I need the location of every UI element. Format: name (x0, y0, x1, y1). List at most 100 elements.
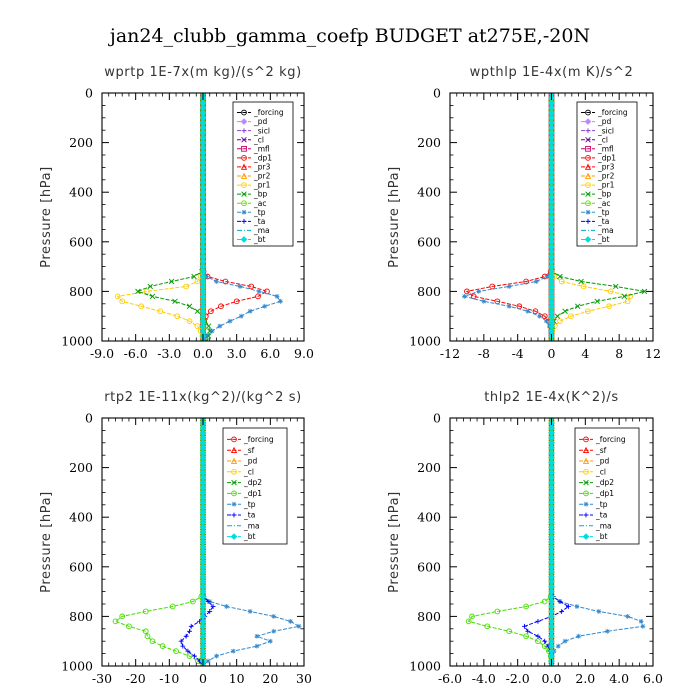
x-tick-label: -2.0 (506, 671, 530, 686)
data-point-dp1 (119, 613, 126, 620)
data-point-dp1 (112, 618, 119, 625)
data-point-bp (205, 323, 212, 329)
data-point-bp (613, 283, 619, 290)
legend-item-dp1: _dp1 (237, 153, 272, 162)
legend-box (222, 427, 288, 545)
data-point-pr1 (624, 298, 631, 305)
data-point-dp1 (484, 623, 491, 630)
data-point-tp (262, 303, 268, 309)
data-point-tp (230, 648, 236, 654)
series-group (114, 93, 283, 341)
data-point-tp (481, 298, 487, 304)
legend-label: _cl (253, 135, 264, 144)
legend-label: _forcing (243, 435, 274, 444)
data-point-dp1 (541, 313, 548, 320)
data-point-pr1 (144, 288, 150, 295)
legend-marker (584, 163, 592, 170)
x-tick-label: 30 (296, 671, 312, 686)
data-point-tp (544, 274, 550, 279)
y-tick-label: 200 (417, 460, 441, 475)
series-line-ta (180, 418, 214, 666)
figure-title: jan24_clubb_gamma_coefp BUDGET at275E,-2… (108, 25, 590, 47)
x-tick-label: -6.0 (124, 346, 148, 361)
x-tick-label: 4.0 (609, 671, 629, 686)
data-point-pr1 (585, 308, 591, 315)
legend-box (232, 101, 294, 247)
data-point-dp1 (218, 303, 224, 310)
data-point-pr1 (138, 303, 145, 310)
data-point-tp (604, 628, 610, 634)
legend-box (574, 427, 640, 545)
legend-item-sf: _sf (579, 446, 607, 455)
data-point-ta (535, 618, 541, 624)
legend-marker (241, 209, 247, 215)
legend-item-bt: _bt (579, 532, 608, 541)
legend-marker (231, 490, 237, 497)
x-tick-label: 20 (262, 671, 278, 686)
data-point-tp (506, 284, 512, 289)
y-tick-label: 1000 (61, 659, 93, 674)
data-point-tp (224, 604, 229, 609)
y-tick-label: 200 (69, 135, 93, 150)
x-tick-label: 6.0 (643, 671, 663, 686)
data-point-tp (296, 623, 302, 629)
data-point-tp (214, 653, 219, 659)
x-tick-label: -3.0 (157, 346, 181, 361)
legend-label: _ac (253, 199, 266, 208)
legend-item-dp1: _dp1 (227, 489, 262, 498)
legend-label: _sf (243, 446, 255, 455)
series-line-ta (523, 418, 570, 666)
data-point-ta (525, 628, 531, 634)
legend-marker (585, 218, 591, 224)
data-point-tp (217, 323, 223, 329)
data-point-dp1 (506, 628, 513, 635)
legend-item-tp: _tp (227, 500, 256, 509)
legend-item-ta: _ta (237, 217, 265, 226)
legend-marker (585, 145, 591, 152)
legend-marker (231, 501, 237, 507)
y-tick-label: 800 (417, 284, 441, 299)
x-tick-label: 8 (615, 346, 623, 361)
data-point-bp (191, 273, 197, 280)
legend-marker (583, 501, 589, 507)
legend-label: _pd (253, 117, 268, 126)
data-point-pr1 (606, 303, 612, 310)
data-point-tp (247, 609, 253, 614)
legend-marker (584, 172, 592, 179)
data-point-tp (525, 308, 531, 314)
legend-label: _dp1 (595, 489, 614, 498)
legend-marker (231, 468, 237, 475)
data-point-pr1 (174, 313, 181, 320)
legend-label: _pr3 (597, 163, 615, 172)
legend-marker (230, 457, 238, 464)
x-tick-label: -4.0 (472, 671, 496, 686)
legend-item-forcing: _forcing (579, 435, 626, 444)
legend-marker (585, 209, 591, 215)
y-tick-label: 0 (433, 86, 441, 101)
legend-item-cl: _cl (581, 135, 608, 144)
data-point-pr1 (558, 278, 565, 285)
data-point-dp1 (149, 638, 156, 645)
legend-item-ma: _ma (579, 521, 612, 530)
x-tick-label: 3.0 (227, 346, 247, 361)
legend-item-sf: _sf (227, 446, 255, 455)
data-point-dp1 (126, 623, 132, 630)
legend-marker (241, 109, 247, 116)
data-point-ta (566, 604, 571, 609)
legend-marker (241, 200, 247, 207)
legend-item-cl: _cl (227, 467, 254, 476)
legend-item-pr2: _pr2 (581, 172, 615, 181)
chart-title: wprtp 1E-7x(m kg)/(s^2 kg) (104, 65, 302, 80)
legend-marker (585, 109, 591, 116)
data-point-tp (205, 658, 211, 664)
data-point-tp (238, 313, 244, 319)
y-tick-label: 0 (433, 411, 441, 426)
legend-label: _cl (243, 467, 254, 476)
legend-marker (585, 155, 591, 161)
legend-label: _pr1 (253, 181, 271, 190)
legend-label: _ma (597, 226, 614, 235)
data-point-pr1 (627, 293, 634, 300)
legend-marker (241, 128, 247, 134)
data-point-ta (185, 648, 191, 654)
legend-item-dp2: _dp2 (227, 478, 262, 487)
